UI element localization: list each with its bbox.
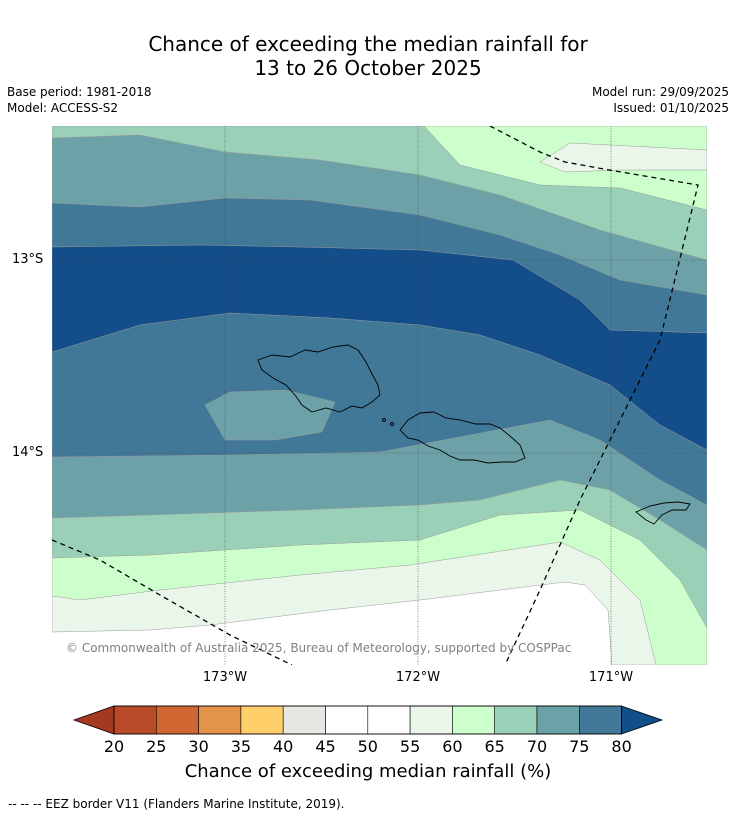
colorbar-tick-65: 65 (484, 737, 505, 756)
colorbar-cells (72, 705, 664, 735)
upolu-island (399, 411, 526, 464)
issued-label: Issued: 01/10/2025 (613, 101, 729, 115)
colorbar-cell-55-60 (409, 705, 453, 735)
colorbar-cell-45-50 (325, 705, 369, 735)
colorbar-tick-45: 45 (315, 737, 336, 756)
colorbar-cell-20-25 (113, 705, 157, 735)
colorbar-cell-75-80 (578, 705, 622, 735)
colorbar-cell-25-30 (156, 705, 199, 735)
colorbar-outline (113, 705, 623, 735)
tutuila-island (635, 501, 691, 525)
colorbar-tick-75: 75 (569, 737, 590, 756)
colorbar-tick-50: 50 (357, 737, 378, 756)
model-run-label: Model run: 29/09/2025 (591, 85, 729, 99)
rainfall-map (52, 126, 707, 665)
colorbar-tick-35: 35 (230, 737, 252, 756)
graticule (52, 126, 707, 665)
colorbar-arrow-high (621, 705, 664, 735)
colorbar-tick-70: 70 (526, 737, 548, 756)
colorbar-tick-55: 55 (399, 737, 421, 756)
lat-label-14s: 14°S (12, 445, 44, 460)
coastlines (257, 344, 691, 525)
lon-label-173w: 173°W (202, 670, 248, 685)
colorbar-title: Chance of exceeding median rainfall (%) (184, 761, 552, 782)
map-title-line2: 13 to 26 October 2025 (254, 56, 482, 80)
colorbar-tick-80: 80 (611, 737, 632, 756)
copyright-notice: © Commonwealth of Australia 2025, Bureau… (66, 641, 572, 655)
colorbar-cell-30-35 (198, 705, 242, 735)
colorbar-cell-40-45 (282, 705, 326, 735)
contour-70-75-patch (204, 389, 336, 441)
base-period-label: Base period: 1981-2018 (7, 85, 152, 99)
model-label: Model: ACCESS-S2 (7, 101, 119, 115)
colorbar-cell-60-65 (452, 705, 495, 735)
map-title-line1: Chance of exceeding the median rainfall … (148, 32, 588, 56)
probability-contours (52, 126, 707, 665)
colorbar-cell-35-40 (240, 705, 284, 735)
lon-label-172w: 172°W (395, 670, 441, 685)
colorbar-tick-30: 30 (188, 737, 209, 756)
colorbar-tick-40: 40 (273, 737, 294, 756)
colorbar-cell-65-70 (494, 705, 538, 735)
colorbar-arrow-low (72, 705, 115, 735)
contour-above-80 (52, 244, 707, 451)
lat-label-13s: 13°S (12, 252, 44, 267)
eez-legend-note: -- -- -- EEZ border V11 (Flanders Marine… (8, 797, 345, 811)
colorbar-cell-70-75 (536, 705, 580, 735)
colorbar-tick-20: 20 (103, 737, 125, 756)
colorbar-cell-50-55 (367, 705, 411, 735)
lon-label-171w: 171°W (588, 670, 634, 685)
eez-border (52, 126, 699, 665)
colorbar-tick-60: 60 (442, 737, 463, 756)
savaii-island (257, 344, 381, 413)
colorbar-tick-25: 25 (146, 737, 167, 756)
